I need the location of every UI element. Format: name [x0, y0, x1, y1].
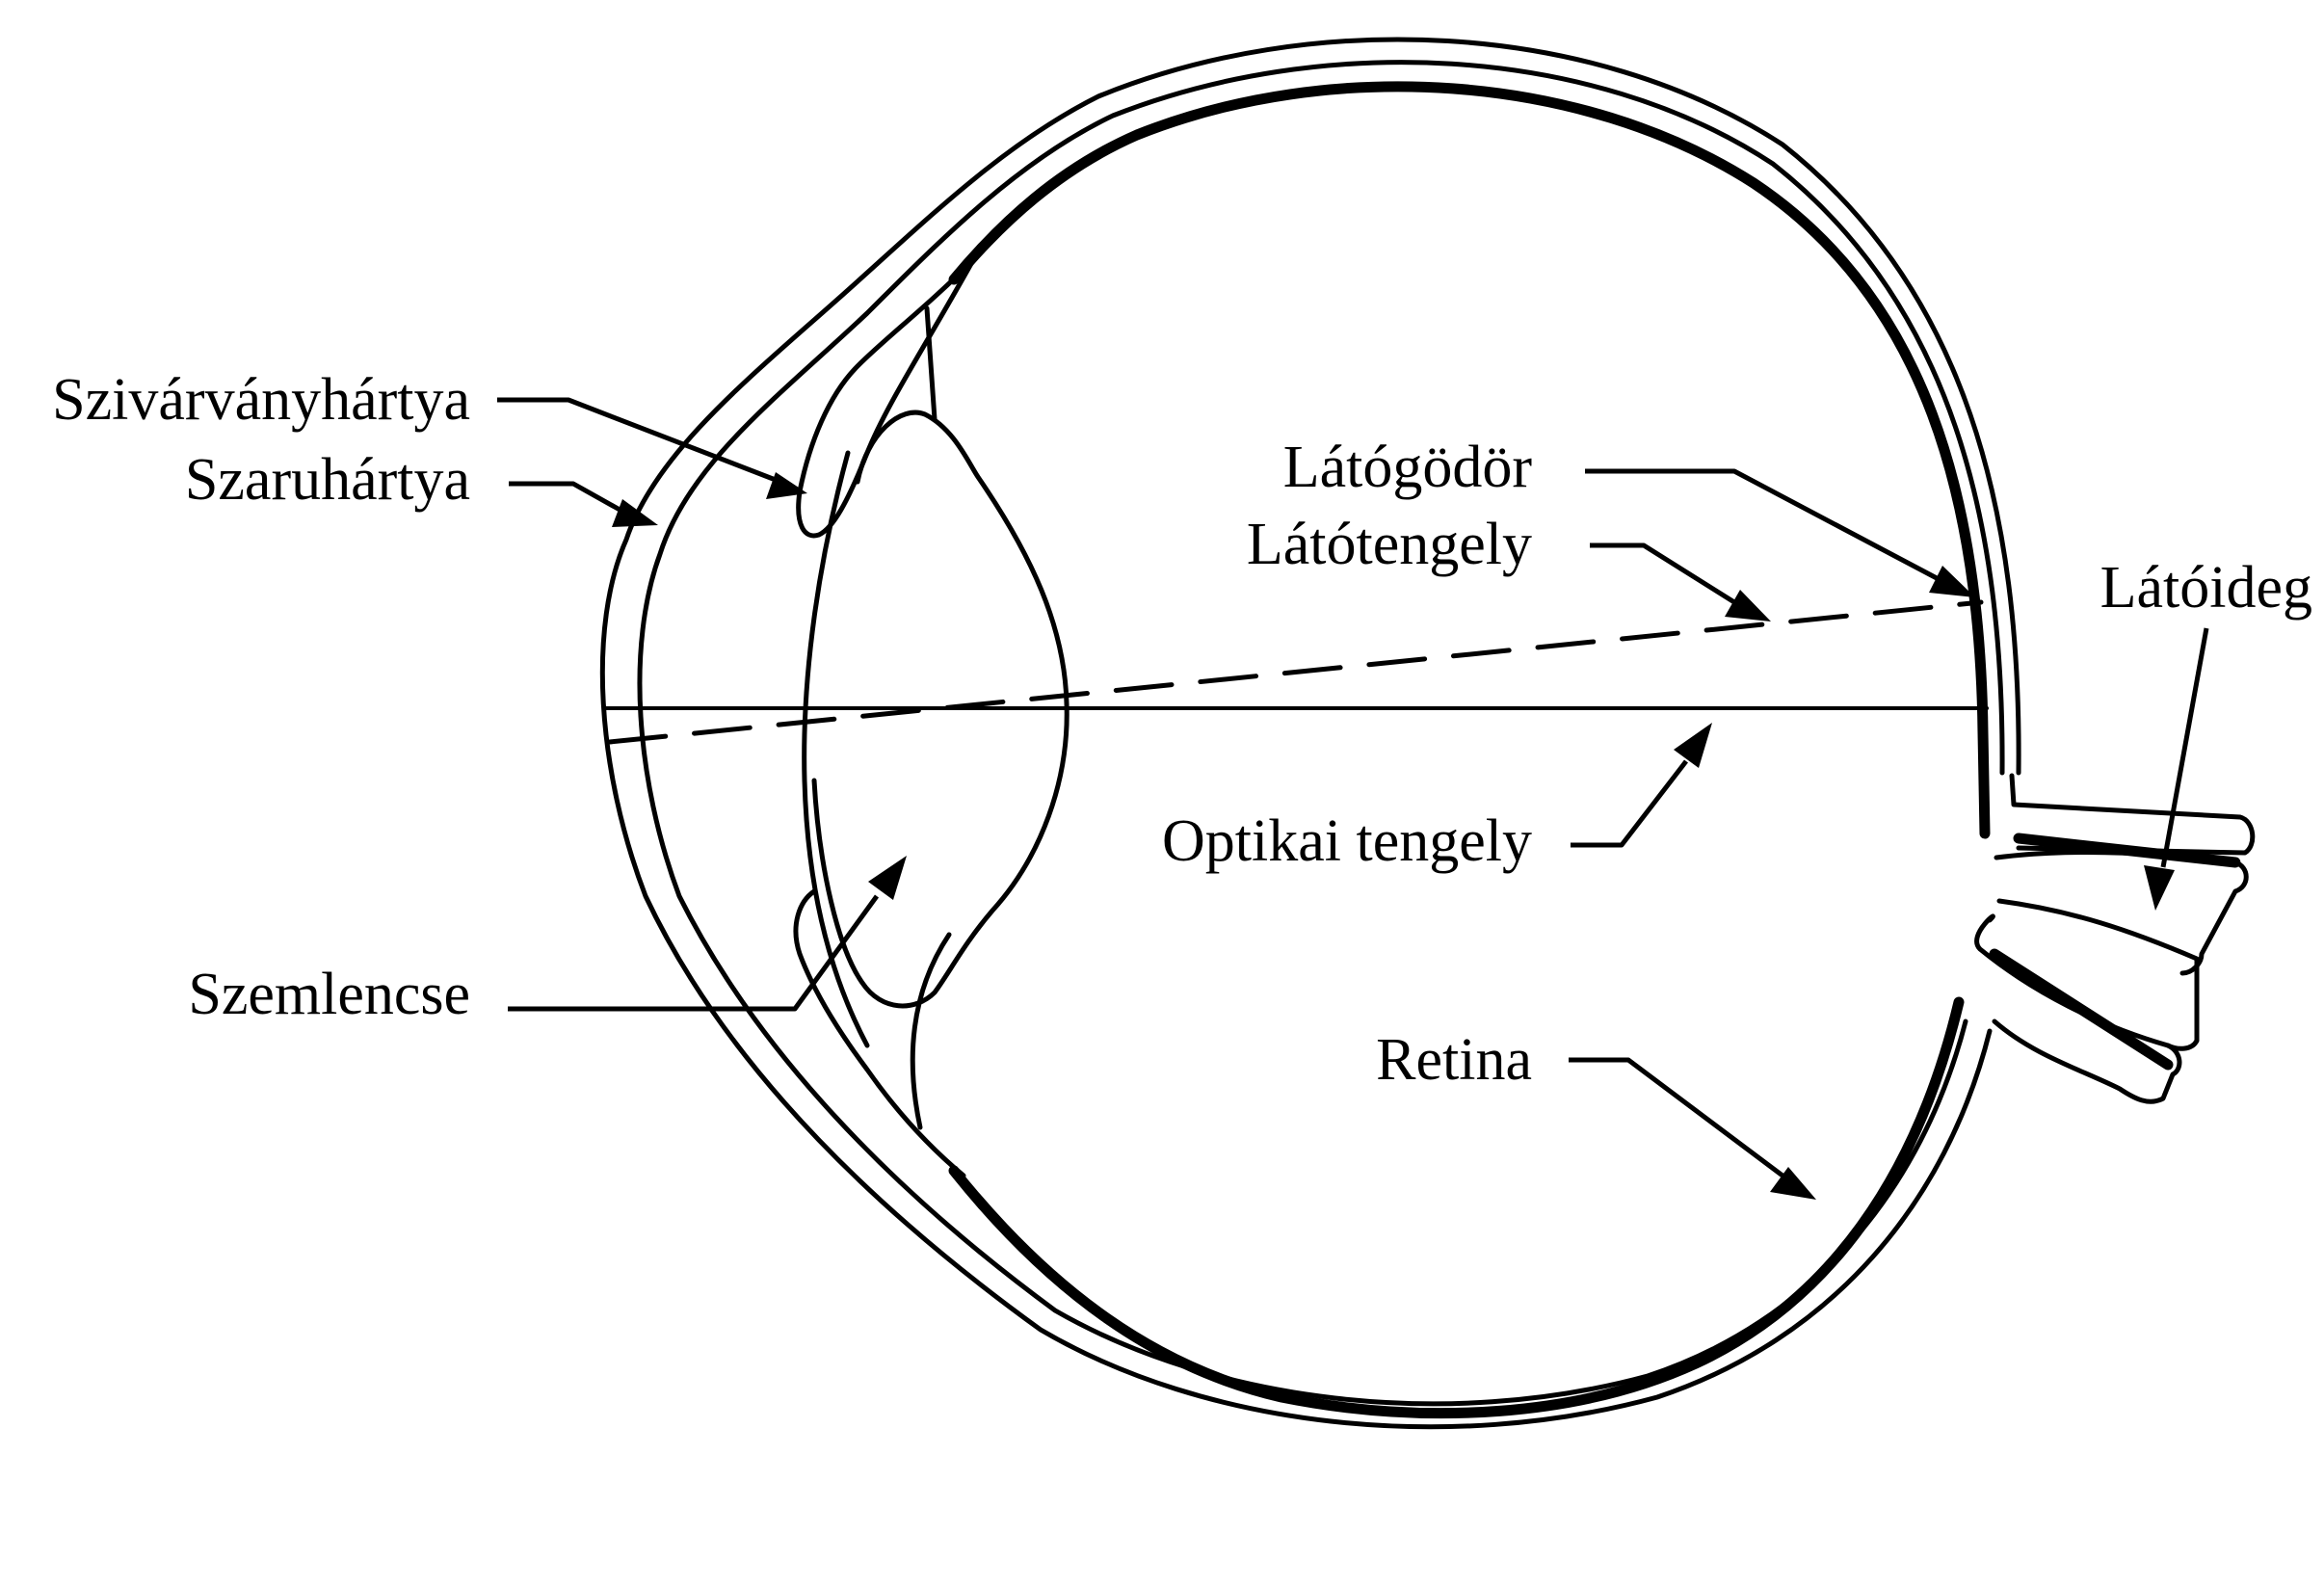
optic-nerve-top [2009, 773, 2256, 856]
lens-arrowhead [868, 856, 907, 900]
iris-arrowhead [766, 472, 807, 499]
optic-nerve-arrowhead [2144, 865, 2175, 911]
eyeball [599, 37, 2021, 1430]
optic-nerve-mid [1996, 898, 2200, 1051]
optic-nerve [1974, 773, 2256, 1104]
iris-leader [497, 397, 781, 485]
cornea-leader [509, 481, 623, 514]
labels: Szivárványhártya Szaruhártya Szemlencse … [52, 367, 2312, 1093]
label-fovea: Látógödör [1283, 435, 1533, 500]
pupil-edge [802, 450, 870, 1048]
optic-nerve-bottom [1974, 913, 2182, 1104]
label-retina: Retina [1376, 1027, 1532, 1093]
label-cornea: Szaruhártya [185, 447, 470, 513]
iris [793, 257, 976, 1178]
label-optical-axis: Optikai tengely [1162, 808, 1532, 874]
ciliary-lower [910, 932, 952, 1130]
ciliary-body [802, 305, 952, 1130]
visual-axis-arrowhead [1725, 590, 1771, 622]
cornea-arrowhead [612, 499, 658, 527]
sclera-outer [599, 37, 2021, 1430]
optic-nerve-leader [2160, 627, 2209, 868]
label-visual-axis: Látótengely [1247, 512, 1532, 577]
retina-leader [1569, 1057, 1784, 1177]
sclera-inner [637, 60, 2005, 1407]
iris-lower [793, 888, 966, 1178]
ciliary-upper [924, 305, 938, 422]
retina-layer-lower [948, 996, 1965, 1419]
retina-arrowhead [1770, 1167, 1816, 1200]
fovea-leader [1585, 468, 1939, 581]
label-iris: Szivárványhártya [52, 367, 470, 433]
fovea-arrowhead [1929, 566, 1975, 597]
optical-axis-leader [1571, 759, 1688, 848]
optic-nerve-bundle [1994, 850, 2249, 976]
label-optic-nerve: Látóideg [2100, 555, 2312, 621]
visual-axis-leader [1590, 542, 1736, 605]
retina-layer [948, 81, 1991, 839]
optic-nerve-fiber [2013, 833, 2241, 868]
optical-axis-arrowhead [1674, 723, 1712, 768]
lens-leader [508, 894, 880, 1012]
leaders [497, 397, 2209, 1200]
visual-axis-line [607, 599, 1984, 745]
lens-outline [811, 410, 1070, 1009]
iris-upper [796, 257, 976, 539]
label-lens: Szemlencse [188, 962, 470, 1027]
optic-nerve-fiber-2 [1989, 948, 2174, 1071]
